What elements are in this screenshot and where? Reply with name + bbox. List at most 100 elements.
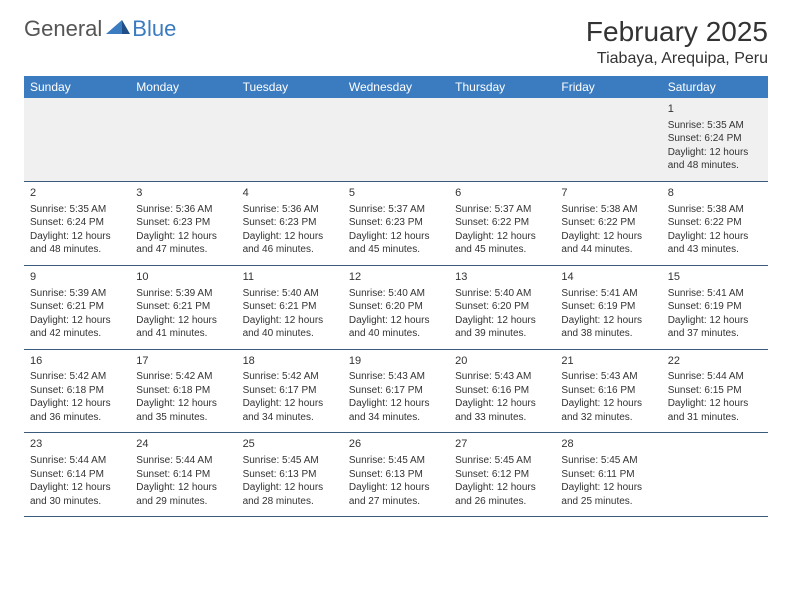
daylight-text: Daylight: 12 hours and 38 minutes. [561, 314, 655, 341]
calendar-week: 2 Sunrise: 5:35 AMSunset: 6:24 PM Daylight… [24, 182, 768, 266]
sunrise-text: Sunrise: 5:38 AM [668, 203, 762, 217]
day-number: 9 [30, 270, 124, 285]
sunrise-text: Sunrise: 5:38 AM [561, 203, 655, 217]
sunrise-text: Sunrise: 5:37 AM [349, 203, 443, 217]
sunset-text: Sunset: 6:13 PM [243, 468, 337, 482]
calendar-day: 26Sunrise: 5:45 AMSunset: 6:13 PMDayligh… [343, 433, 449, 516]
daylight-text: Daylight: 12 hours and 39 minutes. [455, 314, 549, 341]
calendar-day: 9Sunrise: 5:39 AMSunset: 6:21 PMDaylight… [24, 266, 130, 349]
sunrise-text: Sunrise: 5:39 AM [30, 287, 124, 301]
calendar-day: 22Sunrise: 5:44 AMSunset: 6:15 PMDayligh… [662, 350, 768, 433]
daylight-text: Daylight: 12 hours and 44 minutes. [561, 230, 655, 257]
daylight-text: Daylight: 12 hours and 42 minutes. [30, 314, 124, 341]
daylight-text: Daylight: 12 hours and 37 minutes. [668, 314, 762, 341]
weekday-wednesday: Wednesday [343, 76, 449, 98]
calendar-page: General Blue February 2025 Tiabaya, Areq… [0, 0, 792, 533]
sunrise-text: Sunrise: 5:42 AM [243, 370, 337, 384]
daylight-text: Daylight: 12 hours and 34 minutes. [243, 397, 337, 424]
sunrise-text: Sunrise: 5:42 AM [30, 370, 124, 384]
sunset-text: Sunset: 6:14 PM [30, 468, 124, 482]
day-number: 7 [561, 186, 655, 201]
calendar-day: 10Sunrise: 5:39 AMSunset: 6:21 PMDayligh… [130, 266, 236, 349]
title-block: February 2025 Tiabaya, Arequipa, Peru [586, 16, 768, 68]
sunset-text: Sunset: 6:13 PM [349, 468, 443, 482]
calendar-day: 16Sunrise: 5:42 AMSunset: 6:18 PMDayligh… [24, 350, 130, 433]
day-number: 20 [455, 354, 549, 369]
calendar-day-empty [343, 98, 449, 181]
sunset-text: Sunset: 6:18 PM [30, 384, 124, 398]
daylight-text: Daylight: 12 hours and 26 minutes. [455, 481, 549, 508]
daylight-text: Daylight: 12 hours and 41 minutes. [136, 314, 230, 341]
sunset-text: Sunset: 6:17 PM [243, 384, 337, 398]
sunrise-text: Sunrise: 5:36 AM [136, 203, 230, 217]
sunrise-text: Sunrise: 5:45 AM [561, 454, 655, 468]
day-number: 6 [455, 186, 549, 201]
calendar-day: 25Sunrise: 5:45 AMSunset: 6:13 PMDayligh… [237, 433, 343, 516]
sunrise-text: Sunrise: 5:42 AM [136, 370, 230, 384]
sunrise-text: Sunrise: 5:39 AM [136, 287, 230, 301]
sunrise-text: Sunrise: 5:40 AM [349, 287, 443, 301]
sunset-text: Sunset: 6:24 PM [30, 216, 124, 230]
calendar-day: 14Sunrise: 5:41 AMSunset: 6:19 PMDayligh… [555, 266, 661, 349]
daylight-text: Daylight: 12 hours and 25 minutes. [561, 481, 655, 508]
page-title: February 2025 [586, 16, 768, 48]
calendar-day: 28 Sunrise: 5:45 AMSunset: 6:11 PMDayligh… [555, 433, 661, 516]
day-number: 26 [349, 437, 443, 452]
logo-triangle-icon [106, 18, 130, 41]
weekday-sunday: Sunday [24, 76, 130, 98]
weekday-row: Sunday Monday Tuesday Wednesday Thursday… [24, 76, 768, 98]
sunset-text: Sunset: 6:22 PM [668, 216, 762, 230]
daylight-text: Daylight: 12 hours and 45 minutes. [455, 230, 549, 257]
sunset-text: Sunset: 6:20 PM [349, 300, 443, 314]
sunrise-text: Sunrise: 5:44 AM [668, 370, 762, 384]
daylight-text: Daylight: 12 hours and 28 minutes. [243, 481, 337, 508]
calendar-day: 23Sunrise: 5:44 AMSunset: 6:14 PMDayligh… [24, 433, 130, 516]
sunrise-text: Sunrise: 5:40 AM [243, 287, 337, 301]
sunrise-text: Sunrise: 5:35 AM [30, 203, 124, 217]
day-number: 3 [136, 186, 230, 201]
sunrise-text: Sunrise: 5:45 AM [349, 454, 443, 468]
calendar-day: 7 Sunrise: 5:38 AMSunset: 6:22 PMDaylight… [555, 182, 661, 265]
day-number: 16 [30, 354, 124, 369]
day-number: 27 [455, 437, 549, 452]
daylight-text: Daylight: 12 hours and 47 minutes. [136, 230, 230, 257]
daylight-text: Daylight: 12 hours and 40 minutes. [243, 314, 337, 341]
sunset-text: Sunset: 6:20 PM [455, 300, 549, 314]
sunrise-text: Sunrise: 5:43 AM [455, 370, 549, 384]
sunset-text: Sunset: 6:24 PM [668, 132, 762, 146]
sunrise-text: Sunrise: 5:43 AM [349, 370, 443, 384]
weeks-container: 1Sunrise: 5:35 AMSunset: 6:24 PMDaylight… [24, 98, 768, 517]
calendar-week: 1Sunrise: 5:35 AMSunset: 6:24 PMDaylight… [24, 98, 768, 182]
weekday-tuesday: Tuesday [237, 76, 343, 98]
calendar-day-empty [449, 98, 555, 181]
day-number: 2 [30, 186, 124, 201]
sunset-text: Sunset: 6:16 PM [455, 384, 549, 398]
day-number: 23 [30, 437, 124, 452]
calendar-week: 9Sunrise: 5:39 AMSunset: 6:21 PMDaylight… [24, 266, 768, 350]
sunset-text: Sunset: 6:14 PM [136, 468, 230, 482]
calendar: Sunday Monday Tuesday Wednesday Thursday… [24, 76, 768, 517]
calendar-day-empty [555, 98, 661, 181]
day-number: 18 [243, 354, 337, 369]
sunset-text: Sunset: 6:11 PM [561, 468, 655, 482]
calendar-day: 27Sunrise: 5:45 AMSunset: 6:12 PMDayligh… [449, 433, 555, 516]
day-number: 15 [668, 270, 762, 285]
daylight-text: Daylight: 12 hours and 48 minutes. [668, 146, 762, 173]
sunrise-text: Sunrise: 5:36 AM [243, 203, 337, 217]
calendar-week: 23Sunrise: 5:44 AMSunset: 6:14 PMDayligh… [24, 433, 768, 517]
sunset-text: Sunset: 6:22 PM [561, 216, 655, 230]
sunrise-text: Sunrise: 5:37 AM [455, 203, 549, 217]
daylight-text: Daylight: 12 hours and 29 minutes. [136, 481, 230, 508]
calendar-day: 12Sunrise: 5:40 AMSunset: 6:20 PMDayligh… [343, 266, 449, 349]
sunset-text: Sunset: 6:23 PM [243, 216, 337, 230]
day-number: 28 [561, 437, 655, 452]
sunrise-text: Sunrise: 5:44 AM [30, 454, 124, 468]
sunset-text: Sunset: 6:21 PM [136, 300, 230, 314]
calendar-day: 15Sunrise: 5:41 AMSunset: 6:19 PMDayligh… [662, 266, 768, 349]
calendar-day: 4Sunrise: 5:36 AMSunset: 6:23 PMDaylight… [237, 182, 343, 265]
daylight-text: Daylight: 12 hours and 40 minutes. [349, 314, 443, 341]
calendar-day-empty [130, 98, 236, 181]
weekday-saturday: Saturday [662, 76, 768, 98]
header: General Blue February 2025 Tiabaya, Areq… [24, 16, 768, 68]
daylight-text: Daylight: 12 hours and 43 minutes. [668, 230, 762, 257]
